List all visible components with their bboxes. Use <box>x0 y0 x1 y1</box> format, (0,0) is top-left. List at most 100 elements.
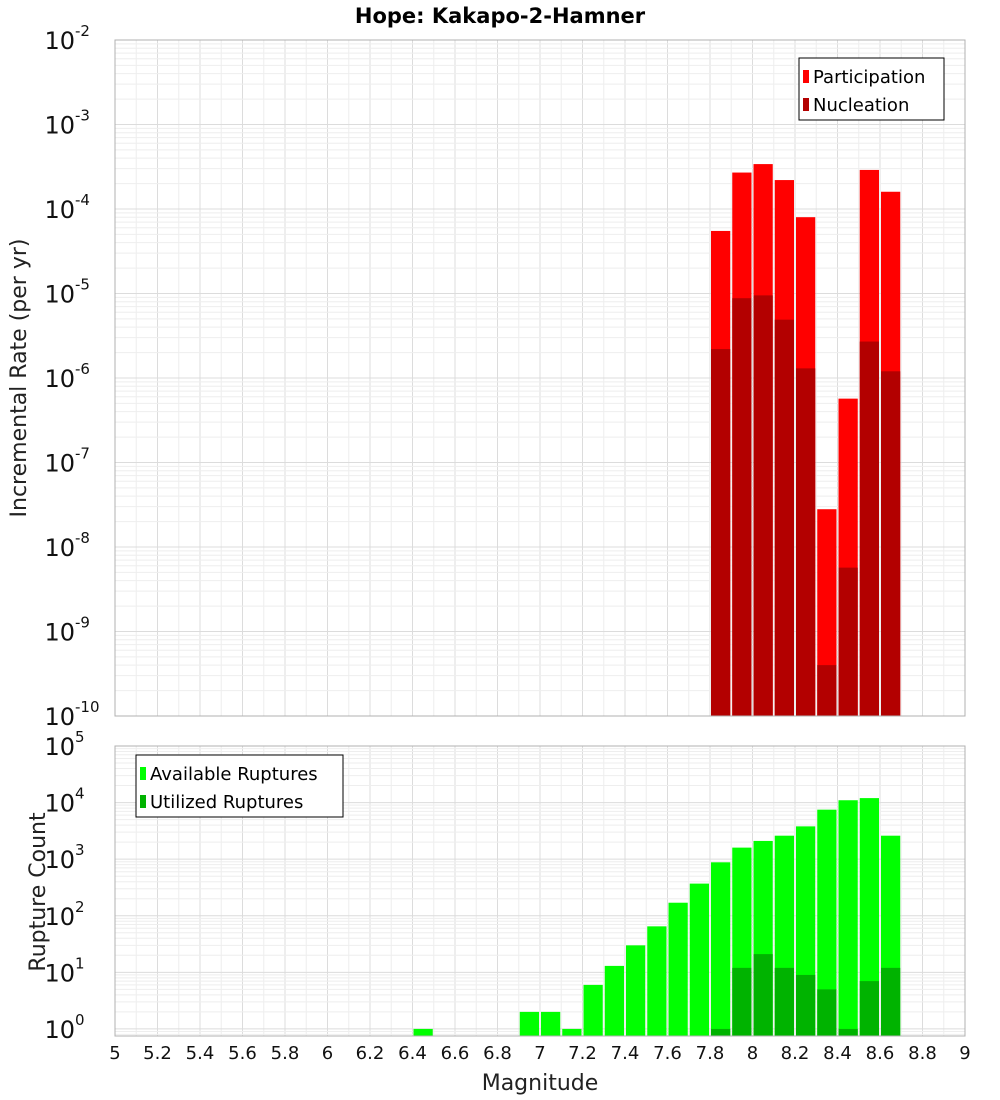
bar-nucleation <box>753 295 773 716</box>
x-tick-label: 6.2 <box>356 1043 385 1064</box>
x-tick-label: 6.6 <box>441 1043 470 1064</box>
y-tick-label: 10 <box>44 27 75 55</box>
bar-available-ruptures <box>859 798 879 1036</box>
legend-swatch-nucleation <box>803 98 809 111</box>
legend-box <box>135 754 344 818</box>
y-tick-label: 10 <box>44 733 75 761</box>
x-tick-label: 7.2 <box>568 1043 597 1064</box>
bar-utilized-ruptures <box>732 967 752 1036</box>
count-plot-bars <box>413 798 901 1036</box>
bar-nucleation <box>838 567 858 716</box>
y-tick-label: 10 <box>44 619 75 647</box>
x-tick-label: 8.4 <box>823 1043 852 1064</box>
x-tick-label: 9 <box>959 1043 970 1064</box>
x-tick-label: 8 <box>747 1043 758 1064</box>
y-tick-exponent: -9 <box>75 614 90 632</box>
bar-available-ruptures <box>838 800 858 1036</box>
bar-nucleation <box>881 371 901 716</box>
bar-nucleation <box>859 341 879 716</box>
bar-nucleation <box>817 665 837 716</box>
y-tick-label: 10 <box>44 534 75 562</box>
bar-utilized-ruptures <box>753 954 773 1036</box>
bar-utilized-ruptures <box>838 1028 858 1036</box>
legend-label-nucleation: Nucleation <box>813 95 909 116</box>
bar-nucleation <box>774 319 794 716</box>
bar-nucleation <box>711 349 731 716</box>
y-tick-label: 10 <box>44 365 75 393</box>
legend-label-utilized-ruptures: Utilized Ruptures <box>150 792 303 813</box>
bar-available-ruptures <box>817 809 837 1036</box>
bar-available-ruptures <box>562 1028 582 1036</box>
bar-available-ruptures <box>583 984 603 1036</box>
y-tick-exponent: -8 <box>75 529 90 547</box>
x-tick-label: 7.6 <box>653 1043 682 1064</box>
y-tick-exponent: 1 <box>75 954 85 972</box>
rate-plot-frame <box>114 39 966 717</box>
x-tick-label: 8.8 <box>908 1043 937 1064</box>
legend-label-participation: Participation <box>813 67 925 88</box>
bar-utilized-ruptures <box>881 967 901 1036</box>
x-tick-label: 7.4 <box>611 1043 640 1064</box>
y-tick-label: 10 <box>44 903 75 931</box>
y-tick-label: 10 <box>44 790 75 818</box>
count-y-axis-label: Rupture Count <box>26 812 51 972</box>
y-tick-exponent: -7 <box>75 445 90 463</box>
magnitude-x-ticks: 5 5.2 5.4 5.6 5.8 6 6.2 6.4 6.6 6.8 7 7.2 7.4 7.6 7.8 8… <box>109 1043 970 1064</box>
bar-available-ruptures <box>413 1028 433 1036</box>
rate-plot-legend: Participation Nucleation <box>798 57 945 121</box>
x-tick-label: 8.6 <box>866 1043 895 1064</box>
y-tick-exponent: 0 <box>75 1011 85 1029</box>
x-axis-label: Magnitude <box>482 1071 599 1096</box>
x-tick-label: 7 <box>534 1043 545 1064</box>
x-tick-label: 6.8 <box>483 1043 512 1064</box>
x-tick-label: 5.4 <box>186 1043 215 1064</box>
legend-box <box>798 57 945 121</box>
legend-swatch-participation <box>803 70 809 83</box>
y-tick-exponent: 4 <box>75 785 85 803</box>
legend-swatch-available-ruptures <box>140 767 146 780</box>
legend-swatch-utilized-ruptures <box>140 795 146 808</box>
x-tick-label: 5.8 <box>271 1043 300 1064</box>
x-tick-label: 5 <box>109 1043 120 1064</box>
bar-available-ruptures <box>604 965 624 1036</box>
bar-nucleation <box>796 368 816 716</box>
bar-utilized-ruptures <box>711 1028 731 1036</box>
y-tick-label: 10 <box>44 846 75 874</box>
bar-available-ruptures <box>541 1011 561 1036</box>
y-tick-label: 10 <box>44 703 75 731</box>
bar-available-ruptures <box>647 926 667 1036</box>
bar-available-ruptures <box>668 902 688 1036</box>
rate-y-axis-label: Incremental Rate (per yr) <box>7 239 32 518</box>
bar-available-ruptures <box>626 945 646 1036</box>
x-tick-label: 6.4 <box>398 1043 427 1064</box>
bar-utilized-ruptures <box>859 981 879 1036</box>
x-tick-label: 7.8 <box>696 1043 725 1064</box>
y-tick-exponent: -3 <box>75 107 90 125</box>
bar-available-ruptures <box>711 862 731 1036</box>
y-tick-exponent: -6 <box>75 360 90 378</box>
bar-utilized-ruptures <box>774 967 794 1036</box>
y-tick-label: 10 <box>44 450 75 478</box>
y-tick-exponent: -10 <box>75 698 100 716</box>
x-tick-label: 8.2 <box>781 1043 810 1064</box>
x-tick-label: 5.2 <box>143 1043 172 1064</box>
bar-nucleation <box>732 298 752 716</box>
rate-plot-bars <box>711 164 901 717</box>
x-tick-label: 6 <box>322 1043 333 1064</box>
count-plot-frame <box>114 745 966 1037</box>
bar-utilized-ruptures <box>796 974 816 1036</box>
y-tick-exponent: -4 <box>75 191 90 209</box>
y-tick-exponent: 3 <box>75 841 85 859</box>
bar-available-ruptures <box>689 883 709 1036</box>
bar-participation <box>817 509 837 716</box>
y-tick-label: 10 <box>44 959 75 987</box>
rate-plot-grid <box>114 39 966 717</box>
y-tick-label: 10 <box>44 196 75 224</box>
x-tick-label: 5.6 <box>228 1043 257 1064</box>
y-tick-label: 10 <box>44 281 75 309</box>
y-tick-label: 10 <box>44 1016 75 1044</box>
y-tick-exponent: -5 <box>75 276 90 294</box>
